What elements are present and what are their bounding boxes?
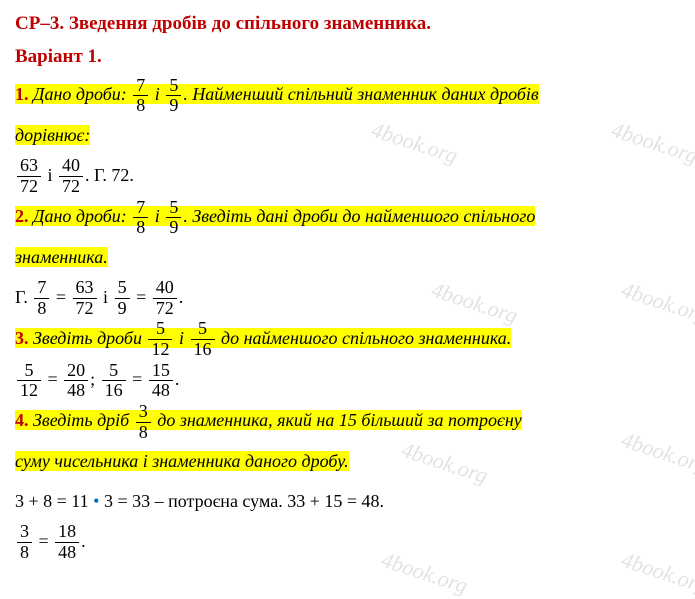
p2-answer: Г. 78 = 6372 і 59 = 4072.	[15, 278, 680, 319]
p1-answer: 6372 і 4072. Г. 72.	[15, 156, 680, 197]
title-line2: Варіант 1.	[15, 43, 680, 72]
p3-answer: 512 = 2048; 516 = 1548.	[15, 360, 680, 401]
p1-line1: 1. Дано дроби: 78 і 59. Найменший спільн…	[15, 75, 680, 116]
p4-answer2: 38 = 1848.	[15, 522, 680, 563]
p4-line1: 4. Зведіть дріб 38 до знаменника, який н…	[15, 401, 680, 442]
p3-line1: 3. Зведіть дроби 512 і 516 до найменшого…	[15, 319, 680, 360]
p2-line1: 2. Дано дроби: 78 і 59. Зведіть дані дро…	[15, 197, 680, 238]
p1-line2: дорівнює:	[15, 116, 680, 156]
p4-number: 4.	[15, 410, 29, 430]
p2-number: 2.	[15, 206, 29, 226]
p1-number: 1.	[15, 84, 29, 104]
title-line1: СР–3. Зведення дробів до спільного знаме…	[15, 10, 680, 39]
p4-line2: суму чисельника і знаменника даного дроб…	[15, 442, 680, 482]
p3-number: 3.	[15, 328, 29, 348]
p4-answer1: 3 + 8 = 11 • 3 = 33 – потроєна сума. 33 …	[15, 482, 680, 522]
p2-line2: знаменника.	[15, 238, 680, 278]
